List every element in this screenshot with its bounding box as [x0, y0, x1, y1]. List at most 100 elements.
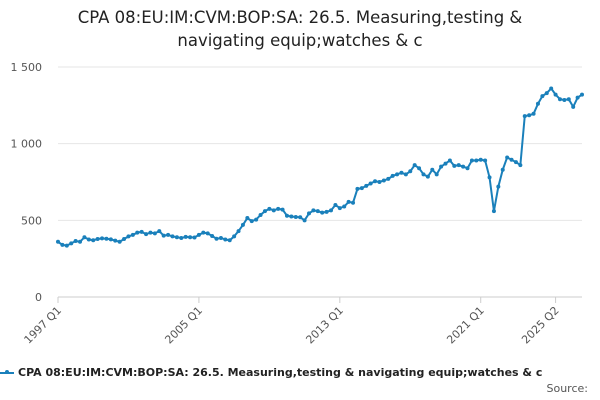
data-point[interactable] — [214, 236, 219, 241]
data-point[interactable] — [505, 155, 510, 160]
data-point[interactable] — [271, 208, 276, 213]
data-point[interactable] — [549, 86, 554, 91]
data-point[interactable] — [258, 212, 263, 217]
data-point[interactable] — [320, 210, 325, 215]
data-point[interactable] — [135, 230, 140, 235]
data-point[interactable] — [276, 206, 281, 211]
data-point[interactable] — [130, 232, 135, 237]
data-point[interactable] — [161, 233, 166, 238]
data-point[interactable] — [284, 213, 289, 218]
data-point[interactable] — [412, 163, 417, 168]
data-point[interactable] — [232, 234, 237, 239]
data-point[interactable] — [210, 233, 215, 238]
data-point[interactable] — [108, 237, 113, 242]
data-point[interactable] — [355, 186, 360, 191]
data-point[interactable] — [478, 157, 483, 162]
data-point[interactable] — [461, 164, 466, 169]
data-point[interactable] — [417, 166, 422, 171]
data-point[interactable] — [496, 184, 501, 189]
data-point[interactable] — [509, 157, 514, 162]
data-point[interactable] — [113, 238, 118, 243]
data-point[interactable] — [425, 174, 430, 179]
data-point[interactable] — [293, 214, 298, 219]
data-point[interactable] — [351, 200, 356, 205]
data-point[interactable] — [267, 206, 272, 211]
data-point[interactable] — [302, 218, 307, 223]
data-point[interactable] — [465, 166, 470, 171]
data-point[interactable] — [152, 231, 157, 236]
data-point[interactable] — [447, 158, 452, 163]
data-point[interactable] — [144, 232, 149, 237]
data-point[interactable] — [254, 217, 259, 222]
data-point[interactable] — [544, 91, 549, 96]
data-point[interactable] — [201, 230, 206, 235]
data-point[interactable] — [399, 170, 404, 175]
data-point[interactable] — [166, 232, 171, 237]
data-point[interactable] — [456, 163, 461, 168]
data-point[interactable] — [368, 181, 373, 186]
data-point[interactable] — [122, 237, 127, 242]
data-point[interactable] — [60, 242, 65, 247]
data-point[interactable] — [386, 176, 391, 181]
data-point[interactable] — [390, 173, 395, 178]
data-point[interactable] — [249, 219, 254, 224]
data-point[interactable] — [522, 114, 527, 119]
data-point[interactable] — [540, 94, 545, 99]
data-point[interactable] — [329, 208, 334, 213]
data-point[interactable] — [218, 235, 223, 240]
data-point[interactable] — [227, 238, 232, 243]
data-point[interactable] — [73, 239, 78, 244]
data-point[interactable] — [439, 164, 444, 169]
data-point[interactable] — [571, 104, 576, 109]
data-point[interactable] — [381, 178, 386, 183]
data-point[interactable] — [170, 234, 175, 239]
data-point[interactable] — [139, 229, 144, 234]
data-point[interactable] — [82, 235, 87, 240]
data-point[interactable] — [196, 232, 201, 237]
data-point[interactable] — [491, 209, 496, 214]
data-point[interactable] — [95, 237, 100, 242]
data-point[interactable] — [183, 234, 188, 239]
data-point[interactable] — [500, 167, 505, 172]
data-point[interactable] — [223, 237, 228, 242]
data-point[interactable] — [513, 160, 518, 165]
data-point[interactable] — [566, 97, 571, 102]
data-point[interactable] — [535, 101, 540, 106]
data-point[interactable] — [469, 158, 474, 163]
data-point[interactable] — [100, 236, 105, 241]
data-point[interactable] — [205, 231, 210, 236]
data-point[interactable] — [434, 172, 439, 177]
data-point[interactable] — [342, 204, 347, 209]
data-point[interactable] — [69, 241, 74, 246]
data-point[interactable] — [364, 183, 369, 188]
data-point[interactable] — [157, 229, 162, 234]
data-point[interactable] — [527, 113, 532, 118]
data-point[interactable] — [188, 235, 193, 240]
data-point[interactable] — [337, 206, 342, 211]
data-point[interactable] — [91, 238, 96, 243]
data-point[interactable] — [104, 236, 109, 241]
data-point[interactable] — [262, 209, 267, 214]
data-point[interactable] — [311, 208, 316, 213]
data-point[interactable] — [174, 235, 179, 240]
data-point[interactable] — [86, 237, 91, 242]
data-point[interactable] — [280, 207, 285, 212]
data-point[interactable] — [483, 158, 488, 163]
data-point[interactable] — [408, 169, 413, 174]
data-point[interactable] — [126, 234, 131, 239]
data-point[interactable] — [580, 92, 584, 97]
data-point[interactable] — [192, 235, 197, 240]
data-point[interactable] — [377, 180, 382, 184]
data-point[interactable] — [531, 111, 536, 116]
data-point[interactable] — [56, 239, 60, 244]
data-point[interactable] — [557, 97, 562, 102]
data-point[interactable] — [452, 163, 457, 168]
data-point[interactable] — [306, 211, 311, 216]
data-point[interactable] — [518, 163, 523, 168]
data-point[interactable] — [315, 209, 320, 214]
data-point[interactable] — [148, 230, 153, 235]
data-point[interactable] — [245, 216, 250, 221]
data-point[interactable] — [117, 239, 122, 244]
data-point[interactable] — [64, 243, 69, 248]
data-point[interactable] — [78, 239, 83, 244]
